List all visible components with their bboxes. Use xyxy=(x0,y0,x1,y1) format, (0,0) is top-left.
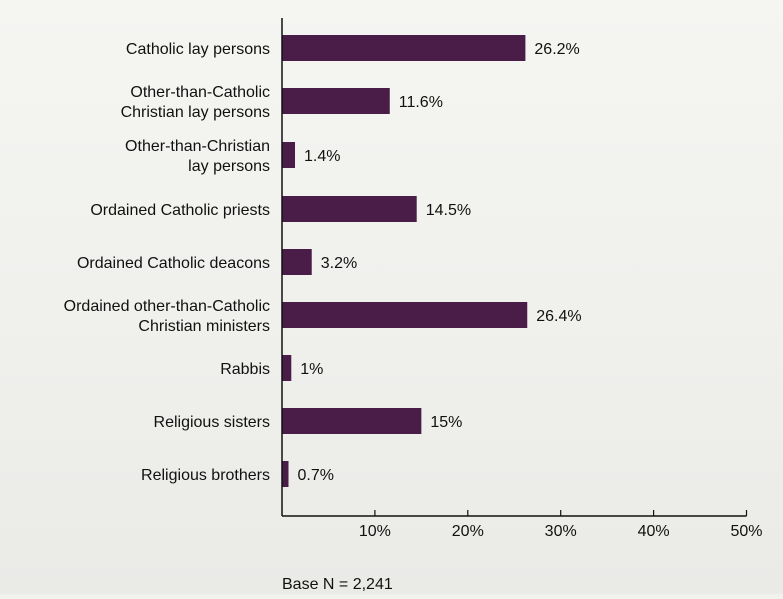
category-label-6-line-2: Christian ministers xyxy=(138,318,270,335)
value-label-3: 1.4% xyxy=(304,148,340,165)
bar-1 xyxy=(282,35,526,61)
category-labels: Catholic lay persons Other-than-Catholic C… xyxy=(64,41,270,484)
category-label-2-line-2: Christian lay persons xyxy=(121,104,270,121)
category-label-5: Ordained Catholic deacons xyxy=(77,255,270,272)
base-note: Base N = 2,241 xyxy=(282,576,393,593)
x-tick-label-5: 50% xyxy=(730,523,762,540)
bar-9 xyxy=(282,461,289,487)
bar-2 xyxy=(282,88,390,114)
value-label-1: 26.2% xyxy=(534,41,579,58)
bar-7 xyxy=(282,355,292,381)
bar-3 xyxy=(282,142,296,168)
category-label-7: Rabbis xyxy=(220,361,270,378)
bars-layer xyxy=(282,35,528,487)
category-label-9: Religious brothers xyxy=(141,467,270,484)
category-label-2-line-1: Other-than-Catholic xyxy=(130,84,270,101)
value-label-2: 11.6% xyxy=(399,94,443,111)
x-tick-label-4: 40% xyxy=(638,523,670,540)
bar-8 xyxy=(282,408,422,434)
value-label-4: 14.5% xyxy=(426,202,471,219)
category-label-3-line-2: lay persons xyxy=(188,158,270,175)
x-tick-label-3: 30% xyxy=(545,523,577,540)
bar-5 xyxy=(282,249,312,275)
value-label-8: 15% xyxy=(430,414,462,431)
value-label-7: 1% xyxy=(300,361,323,378)
x-axis: 10% 20% 30% 40% 50% xyxy=(281,18,763,540)
bar-4 xyxy=(282,196,417,222)
value-label-9: 0.7% xyxy=(298,467,334,484)
value-label-6: 26.4% xyxy=(536,308,581,325)
category-label-8: Religious sisters xyxy=(154,414,270,431)
bar-6 xyxy=(282,302,528,328)
x-tick-label-1: 10% xyxy=(359,523,391,540)
value-label-5: 3.2% xyxy=(321,255,357,272)
x-tick-label-2: 20% xyxy=(452,523,484,540)
category-label-3-line-1: Other-than-Christian xyxy=(125,138,270,155)
category-label-4: Ordained Catholic priests xyxy=(90,202,270,219)
category-label-6-line-1: Ordained other-than-Catholic xyxy=(64,298,270,315)
value-labels: 26.2% 11.6% 1.4% 14.5% 3.2% 26.4% 1% 15% 0.7% xyxy=(298,41,582,484)
category-label-1: Catholic lay persons xyxy=(126,41,270,58)
